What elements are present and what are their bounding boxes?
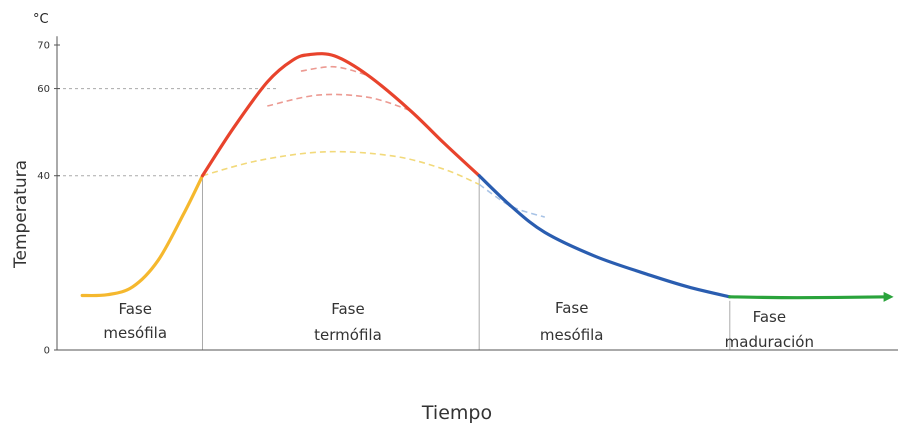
phase-label-line1: Fase	[753, 308, 787, 326]
dashed-curve	[478, 183, 546, 218]
y-tick-label: 60	[37, 84, 50, 95]
dashed-curve	[300, 65, 369, 77]
temperature-curves	[80, 52, 894, 302]
x-axis-label: Tiempo	[421, 402, 492, 424]
phase-label-line2: mesófila	[540, 326, 604, 344]
temperature-curve-segment	[728, 295, 892, 300]
phase-label-line2: mesófila	[103, 324, 167, 342]
y-ticks: 0 40 60 70	[37, 41, 60, 357]
dashed-curve	[202, 150, 480, 186]
phase-dividers	[201, 175, 731, 350]
y-tick-label: 0	[44, 346, 50, 357]
phase-label-line1: Fase	[118, 300, 152, 318]
arrow-head	[883, 291, 894, 302]
temperature-curve-segment	[200, 52, 481, 178]
y-tick-label: 70	[37, 41, 50, 52]
phase-label-line2: termófila	[314, 326, 382, 344]
guide-lines	[57, 88, 278, 177]
phase-labels: Fase mesófila Fase termófila Fase mesófila Fas…	[103, 299, 814, 351]
y-tick-label: 40	[37, 171, 50, 182]
y-axis-label: Temperatura	[11, 160, 31, 269]
phase-label-line1: Fase	[331, 300, 365, 318]
temperature-curve-segment	[477, 174, 732, 299]
unit-label: °C	[33, 12, 49, 27]
temperature-curve-segment	[80, 174, 205, 298]
phase-label-line1: Fase	[555, 299, 589, 317]
dashed-curve	[267, 93, 411, 112]
phase-label-line2: maduración	[725, 333, 814, 351]
